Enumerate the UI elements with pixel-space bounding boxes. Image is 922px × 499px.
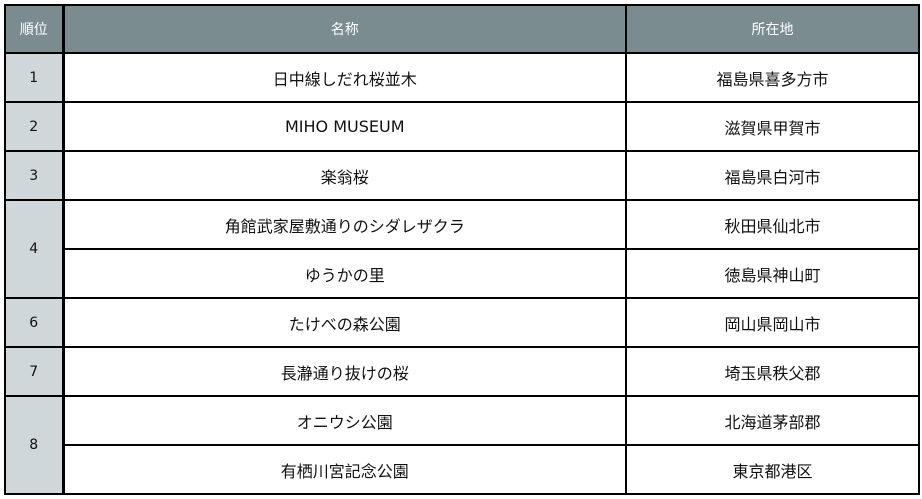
table-row: 1 日中線しだれ桜並木 福島県喜多方市 [4,52,920,103]
location-cell: 徳島県神山町 [625,248,920,299]
table-row: 8 オニウシ公園 北海道茅部郡 [4,395,920,495]
table-row: 7 長瀞通り抜けの桜 埼玉県秩父郡 [4,346,920,397]
name-cell: ゆうかの里 [62,248,627,299]
name-cell: たけべの森公園 [62,297,627,348]
name-cell: 楽翁桜 [62,150,627,201]
name-cell: 有栖川宮記念公園 [62,444,627,495]
rank-cell: 7 [4,346,65,397]
name-cell: 長瀞通り抜けの桜 [62,346,627,397]
location-cell: 東京都港区 [625,444,920,495]
location-cell: 秋田県仙北市 [625,199,920,250]
location-cell: 福島県白河市 [625,150,920,201]
ranking-table: 順位 名称 所在地 1 日中線しだれ桜並木 福島県喜多方市 2 MIHO MUS… [4,4,920,495]
location-cell: 岡山県岡山市 [625,297,920,348]
location-cell: 滋賀県甲賀市 [625,101,920,152]
location-cell: 福島県喜多方市 [625,52,920,103]
header-rank: 順位 [4,4,65,54]
table-row: ゆうかの里 徳島県神山町 [5,248,920,299]
table-row: 4 角館武家屋敷通りのシダレザクラ 秋田県仙北市 [4,199,920,299]
header-location: 所在地 [625,4,920,54]
table-row: 2 MIHO MUSEUM 滋賀県甲賀市 [4,101,920,152]
name-cell: オニウシ公園 [62,395,627,446]
rank-cell: 4 [4,199,65,299]
table-row: 有栖川宮記念公園 東京都港区 [5,444,920,495]
rank-cell: 6 [4,297,65,348]
location-cell: 北海道茅部郡 [625,395,920,446]
table-row: 6 たけべの森公園 岡山県岡山市 [4,297,920,348]
header-name: 名称 [62,4,627,54]
table-row: 3 楽翁桜 福島県白河市 [4,150,920,201]
rank-cell: 3 [4,150,65,201]
header-row: 順位 名称 所在地 [4,4,920,54]
rank-cell: 8 [4,395,65,495]
name-cell: 角館武家屋敷通りのシダレザクラ [62,199,627,250]
rank-cell: 2 [4,101,65,152]
rank-cell: 1 [4,52,65,103]
name-cell: 日中線しだれ桜並木 [62,52,627,103]
location-cell: 埼玉県秩父郡 [625,346,920,397]
name-cell: MIHO MUSEUM [62,101,627,152]
